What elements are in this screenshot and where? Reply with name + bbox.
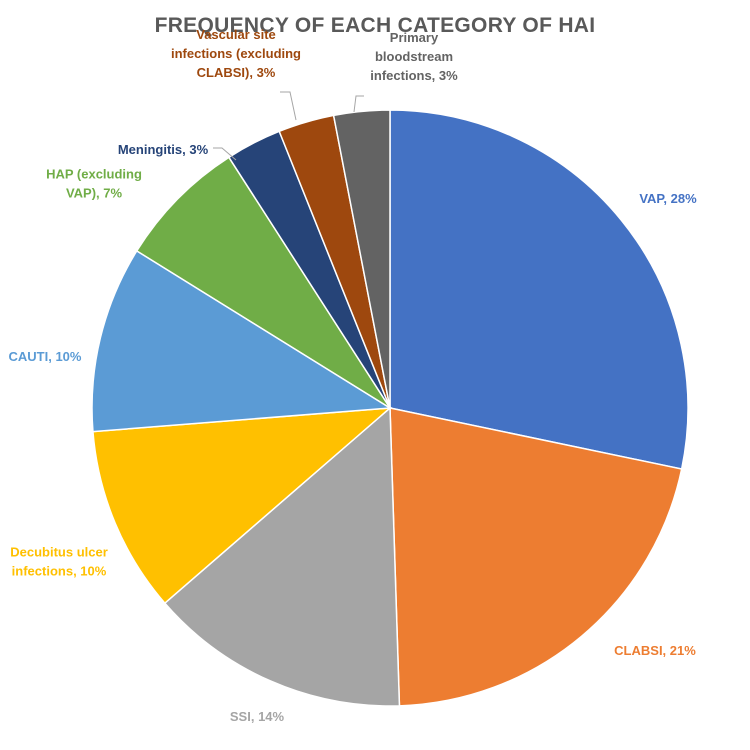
leader-line-7 [280, 91, 297, 121]
data-label-6: Meningitis, 3% [118, 142, 209, 157]
leader-line-6 [213, 147, 237, 161]
pie-slice-1 [389, 407, 683, 707]
data-label-4: CAUTI, 10% [9, 349, 82, 364]
data-label-line: Primary [390, 30, 439, 45]
data-label-8: Primary bloodstream infections, 3% [370, 30, 458, 83]
leader-line-8 [353, 95, 364, 113]
data-label-0: VAP, 28% [639, 191, 697, 206]
data-label-line: infections (excluding [171, 46, 301, 61]
data-label-1: CLABSI, 21% [614, 643, 696, 658]
pie-slice-2 [163, 406, 401, 707]
data-label-7: Vascular site infections (excluding CLABSI… [171, 27, 301, 80]
data-label-line: bloodstream [375, 49, 453, 64]
data-label-line: CLABSI), 3% [197, 65, 276, 80]
pie-slice-4 [91, 249, 393, 433]
data-label-line: Vascular site [196, 27, 276, 42]
data-label-line: VAP), 7% [66, 186, 123, 201]
data-label-line: HAP (excluding [46, 167, 142, 182]
data-label-5: HAP (excluding VAP), 7% [46, 167, 142, 201]
pie-slice-0 [389, 109, 689, 470]
data-label-line: VAP, 28% [639, 191, 697, 206]
data-label-line: CAUTI, 10% [9, 349, 82, 364]
data-label-line: Decubitus ulcer [10, 545, 108, 560]
pie-slice-5 [135, 156, 391, 409]
data-label-line: CLABSI, 21% [614, 643, 696, 658]
pie-slice-3 [92, 407, 393, 605]
data-label-3: Decubitus ulcer infections, 10% [10, 545, 108, 579]
data-label-line: SSI, 14% [230, 709, 285, 724]
pie-slice-8 [332, 109, 391, 409]
data-label-2: SSI, 14% [230, 709, 285, 724]
data-label-line: Meningitis, 3% [118, 142, 209, 157]
data-label-line: infections, 3% [370, 68, 458, 83]
chart-title: FREQUENCY OF EACH CATEGORY OF HAI [154, 14, 596, 37]
data-label-line: infections, 10% [12, 564, 107, 579]
